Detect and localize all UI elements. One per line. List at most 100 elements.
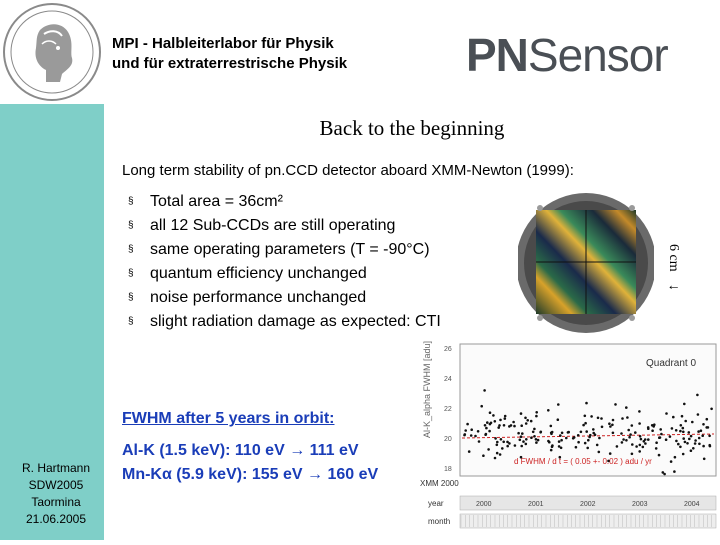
plot-point (533, 435, 536, 438)
plot-point (653, 423, 656, 426)
bullet-item: § Total area = 36cm² (128, 190, 441, 214)
plot-point (682, 437, 685, 440)
plot-point (611, 418, 615, 422)
plot-year-tick: 2003 (632, 501, 648, 508)
dimension-text: 6 cm (666, 244, 681, 272)
plot-point (597, 450, 601, 454)
plot-point (494, 437, 497, 440)
plot-point (693, 442, 697, 445)
plot-point (483, 389, 486, 392)
plot-point (549, 424, 553, 428)
plot-point (586, 446, 589, 450)
plot-point (484, 432, 488, 436)
plot-month-label: month (428, 517, 450, 526)
plot-point (708, 434, 711, 438)
plot-point (655, 441, 658, 444)
plot-point (647, 438, 650, 441)
plot-point (596, 416, 600, 420)
plot-point (567, 430, 570, 434)
plot-point (495, 451, 499, 455)
plot-point (476, 430, 480, 433)
plot-point (503, 417, 507, 420)
arrow-down-icon: ↓ (666, 284, 681, 291)
plot-point (519, 412, 523, 415)
plot-point (524, 422, 528, 425)
plot-point (534, 438, 538, 441)
plot-point (577, 440, 580, 444)
plot-year-label: year (428, 499, 444, 508)
plot-point (513, 444, 517, 447)
plot-point (679, 429, 682, 433)
bullet-list: § Total area = 36cm² § all 12 Sub-CCDs are… (128, 190, 441, 334)
plot-point (526, 419, 529, 422)
plot-point (630, 452, 634, 456)
plot-point (620, 432, 623, 435)
plot-point (611, 423, 614, 427)
author-block: R. Hartmann SDW2005 Taormina 21.06.2005 (10, 460, 102, 528)
plot-point (571, 437, 575, 440)
bullet-text: noise performance unchanged (150, 289, 367, 307)
plot-point (654, 447, 658, 450)
plot-point (519, 455, 523, 459)
plot-point (687, 431, 691, 434)
plot-point (533, 427, 536, 431)
plot-point (657, 453, 661, 457)
plot-point (547, 409, 550, 412)
plot-point (611, 431, 615, 435)
plot-point (474, 434, 477, 438)
plot-point (559, 434, 562, 437)
plot-point (590, 415, 593, 418)
plot-ytick-label: 22 (444, 406, 452, 413)
plot-point (506, 444, 509, 448)
plot-point (521, 432, 524, 435)
plot-point (638, 422, 641, 425)
plot-point (585, 401, 588, 405)
plot-point (524, 442, 528, 446)
plot-point (501, 447, 504, 450)
plot-point (598, 436, 601, 440)
plot-point (463, 433, 467, 436)
plot-point (574, 445, 578, 449)
plot-point (496, 440, 499, 444)
plot-point (681, 452, 685, 456)
bullet-text: all 12 Sub-CCDs are still operating (150, 217, 396, 235)
plot-point (502, 424, 506, 427)
plot-point (681, 426, 685, 430)
plot-point (467, 450, 471, 453)
event-name: SDW2005 (28, 478, 84, 492)
plot-year-tick: 2002 (580, 501, 596, 508)
plot-point (518, 438, 522, 442)
plot-point (557, 445, 561, 448)
plot-point (646, 426, 650, 429)
plot-point (670, 427, 674, 430)
plot-point (557, 440, 561, 443)
plot-point (683, 440, 687, 444)
plot-point (488, 422, 492, 426)
plot-point (551, 444, 554, 447)
plot-point (525, 438, 528, 441)
plot-point (464, 429, 467, 432)
bullet-marker: § (128, 220, 134, 231)
plot-point (626, 416, 629, 419)
plot-point (708, 444, 712, 448)
plot-point (550, 432, 553, 436)
plot-point (686, 442, 689, 445)
plot-point (635, 445, 638, 448)
plot-point (702, 457, 706, 461)
institute-line-2: und für extraterrestrische Physik (112, 55, 348, 72)
plot-quadrant-label: Quadrant 0 (646, 358, 696, 369)
bullet-marker: § (128, 292, 134, 303)
plot-point (495, 443, 499, 447)
plot-point (565, 436, 568, 440)
plot-point (639, 437, 643, 441)
plot-point (585, 430, 588, 433)
plot-point (560, 438, 563, 442)
plot-point (506, 440, 509, 444)
plot-point (483, 424, 487, 427)
plot-point (651, 429, 654, 432)
slide-subtitle: Long term stability of pn.CCD detector a… (122, 162, 574, 179)
plot-point (558, 455, 562, 459)
plot-point (629, 433, 632, 436)
plot-point (524, 416, 527, 420)
plot-point (536, 438, 540, 442)
